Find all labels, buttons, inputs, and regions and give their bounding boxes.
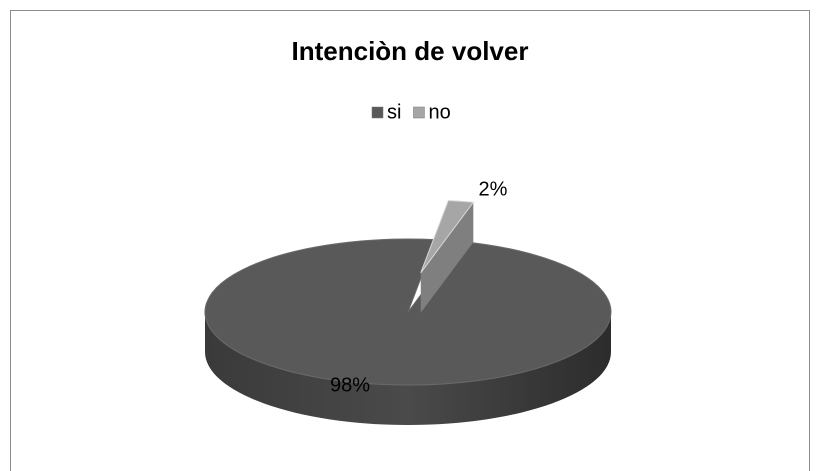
pie-side bbox=[205, 312, 611, 425]
legend: si no bbox=[371, 101, 451, 123]
pie-slice-side bbox=[420, 202, 474, 313]
pie-slice bbox=[420, 199, 475, 274]
legend-swatch bbox=[371, 106, 384, 119]
pie-slice bbox=[204, 238, 612, 386]
legend-swatch bbox=[413, 106, 425, 119]
legend-label: no bbox=[428, 101, 450, 123]
data-label: 98% bbox=[330, 374, 370, 396]
pie: 98% 2% bbox=[204, 178, 612, 425]
chart-title: Intenciòn de volver bbox=[292, 36, 529, 66]
legend-label: si bbox=[387, 101, 401, 123]
data-label: 2% bbox=[479, 178, 508, 200]
